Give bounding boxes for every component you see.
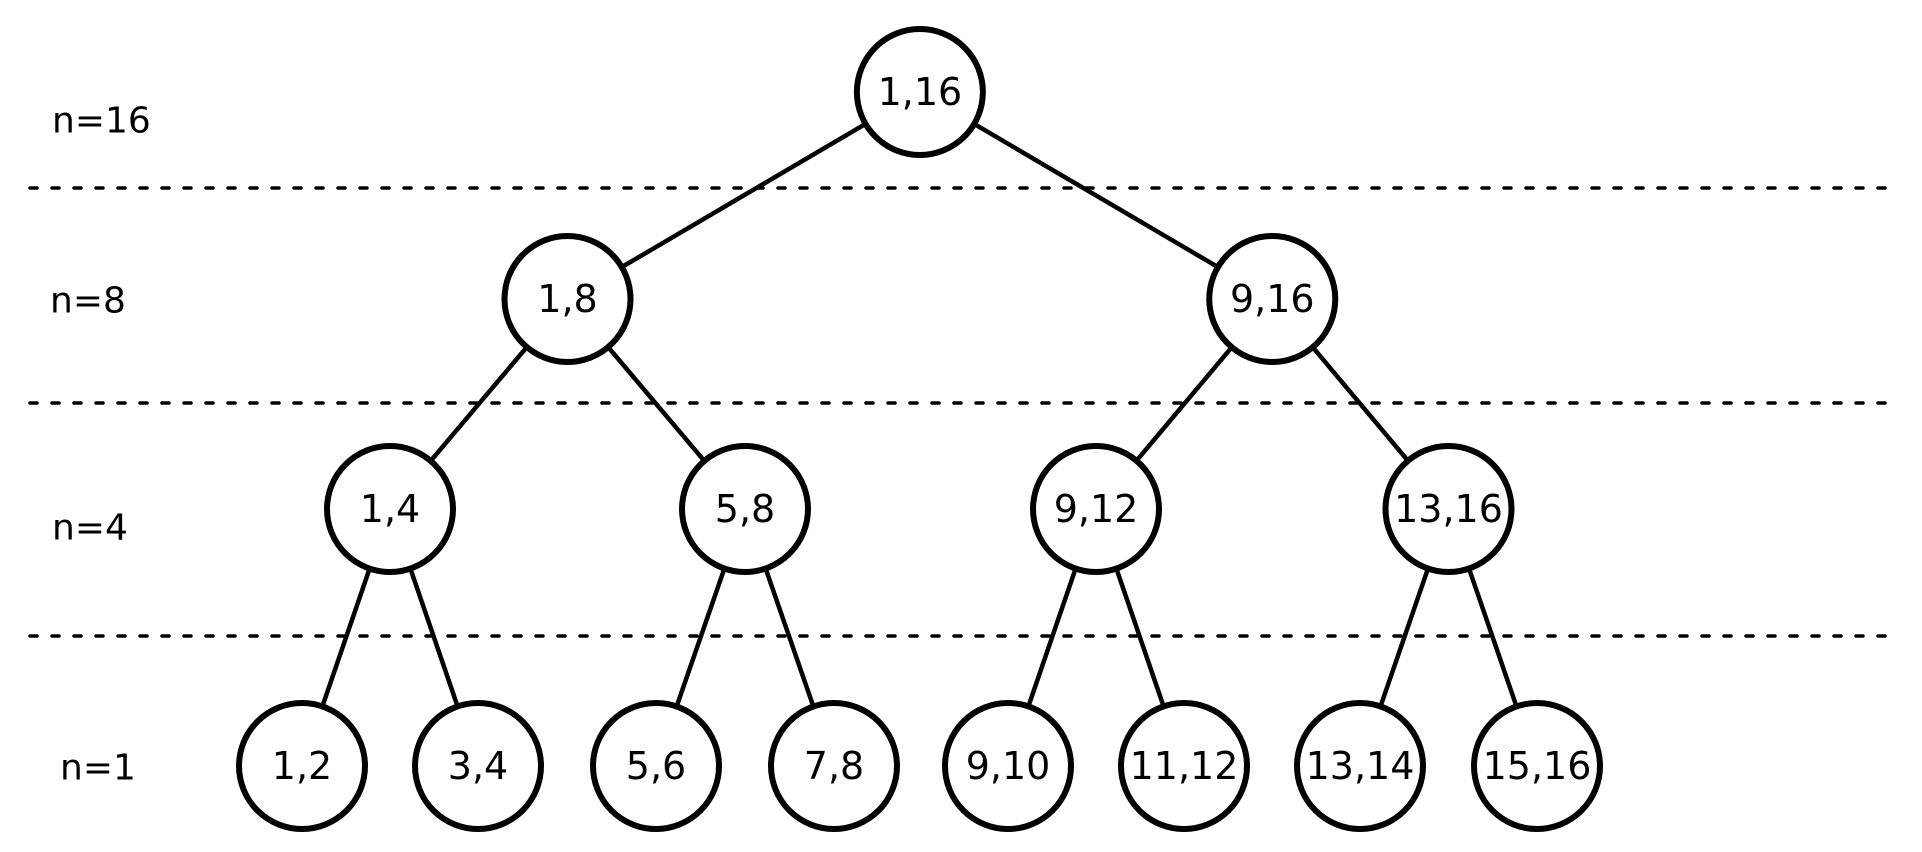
level-label-n4: n=4 bbox=[52, 508, 128, 549]
node-circle bbox=[324, 443, 456, 575]
node-circle bbox=[501, 233, 634, 365]
level-label-n8: n=8 bbox=[50, 281, 126, 322]
node-label: 7,8 bbox=[804, 744, 864, 788]
edge-9-16-to-13-16 bbox=[1309, 343, 1412, 465]
edge-9-16-to-9-12 bbox=[1132, 343, 1236, 465]
level-labels: n=16 n=8 n=4 n=1 bbox=[50, 101, 151, 789]
node-label: 1,4 bbox=[360, 487, 420, 531]
edge-1-4-to-3-4 bbox=[407, 564, 461, 711]
node-circle bbox=[590, 700, 722, 832]
tree-node-7-8: 7,8 bbox=[768, 700, 900, 832]
node-label: 15,16 bbox=[1483, 744, 1592, 788]
node-circle bbox=[679, 443, 811, 575]
node-circle bbox=[1030, 443, 1162, 575]
tree-node-13-16: 13,16 bbox=[1382, 443, 1515, 575]
tree-nodes: 1,16 1,8 9,16 1,4 5,8 9,12 13,16 1,2 3,4 5,6 7,8 9,… bbox=[236, 26, 1603, 832]
edge-5-8-to-5-6 bbox=[673, 564, 728, 711]
edge-5-8-to-7-8 bbox=[762, 564, 817, 711]
edge-13-16-to-13-14 bbox=[1377, 564, 1431, 711]
edge-9-12-to-9-10 bbox=[1025, 564, 1079, 711]
node-label: 5,6 bbox=[626, 744, 686, 788]
tree-node-1-8: 1,8 bbox=[501, 233, 634, 365]
node-label: 5,8 bbox=[715, 487, 775, 531]
tree-node-13-14: 13,14 bbox=[1294, 700, 1426, 832]
node-circle bbox=[1206, 233, 1339, 365]
node-label: 11,12 bbox=[1130, 744, 1239, 788]
node-circle bbox=[236, 700, 368, 832]
edge-9-12-to-11-12 bbox=[1113, 564, 1167, 711]
node-circle bbox=[853, 26, 986, 158]
node-circle bbox=[412, 700, 544, 832]
node-circle bbox=[1382, 443, 1515, 575]
tree-edges bbox=[319, 120, 1520, 711]
node-circle bbox=[768, 700, 900, 832]
node-circle bbox=[1294, 700, 1426, 832]
node-label: 9,12 bbox=[1054, 487, 1139, 531]
node-label: 1,8 bbox=[537, 277, 597, 321]
tree-node-11-12: 11,12 bbox=[1118, 700, 1250, 832]
tree-node-3-4: 3,4 bbox=[412, 700, 544, 832]
tree-node-1-4: 1,4 bbox=[324, 443, 456, 575]
tree-node-5-6: 5,6 bbox=[590, 700, 722, 832]
level-label-n1: n=1 bbox=[60, 748, 136, 789]
edge-1-16-to-1-8 bbox=[617, 120, 870, 271]
tree-node-9-10: 9,10 bbox=[942, 700, 1074, 832]
edge-1-8-to-1-4 bbox=[427, 343, 531, 465]
node-circle bbox=[1471, 700, 1603, 832]
tree-node-1-16: 1,16 bbox=[853, 26, 986, 158]
node-circle bbox=[942, 700, 1074, 832]
node-label: 1,16 bbox=[878, 70, 963, 114]
tree-node-15-16: 15,16 bbox=[1471, 700, 1603, 832]
level-label-n16: n=16 bbox=[52, 101, 151, 142]
node-label: 9,16 bbox=[1230, 277, 1315, 321]
edge-1-8-to-5-8 bbox=[604, 343, 708, 465]
edge-1-16-to-9-16 bbox=[970, 120, 1222, 271]
node-label: 13,14 bbox=[1306, 744, 1415, 788]
edge-13-16-to-15-16 bbox=[1466, 564, 1520, 711]
edge-1-4-to-1-2 bbox=[319, 564, 373, 711]
level-dividers bbox=[28, 186, 1902, 638]
tree-node-9-16: 9,16 bbox=[1206, 233, 1339, 365]
node-label: 9,10 bbox=[966, 744, 1051, 788]
node-label: 1,2 bbox=[272, 744, 332, 788]
node-circle bbox=[1118, 700, 1250, 832]
tree-node-9-12: 9,12 bbox=[1030, 443, 1162, 575]
node-label: 13,16 bbox=[1394, 487, 1503, 531]
tree-node-1-2: 1,2 bbox=[236, 700, 368, 832]
tree-node-5-8: 5,8 bbox=[679, 443, 811, 575]
node-label: 3,4 bbox=[448, 744, 508, 788]
